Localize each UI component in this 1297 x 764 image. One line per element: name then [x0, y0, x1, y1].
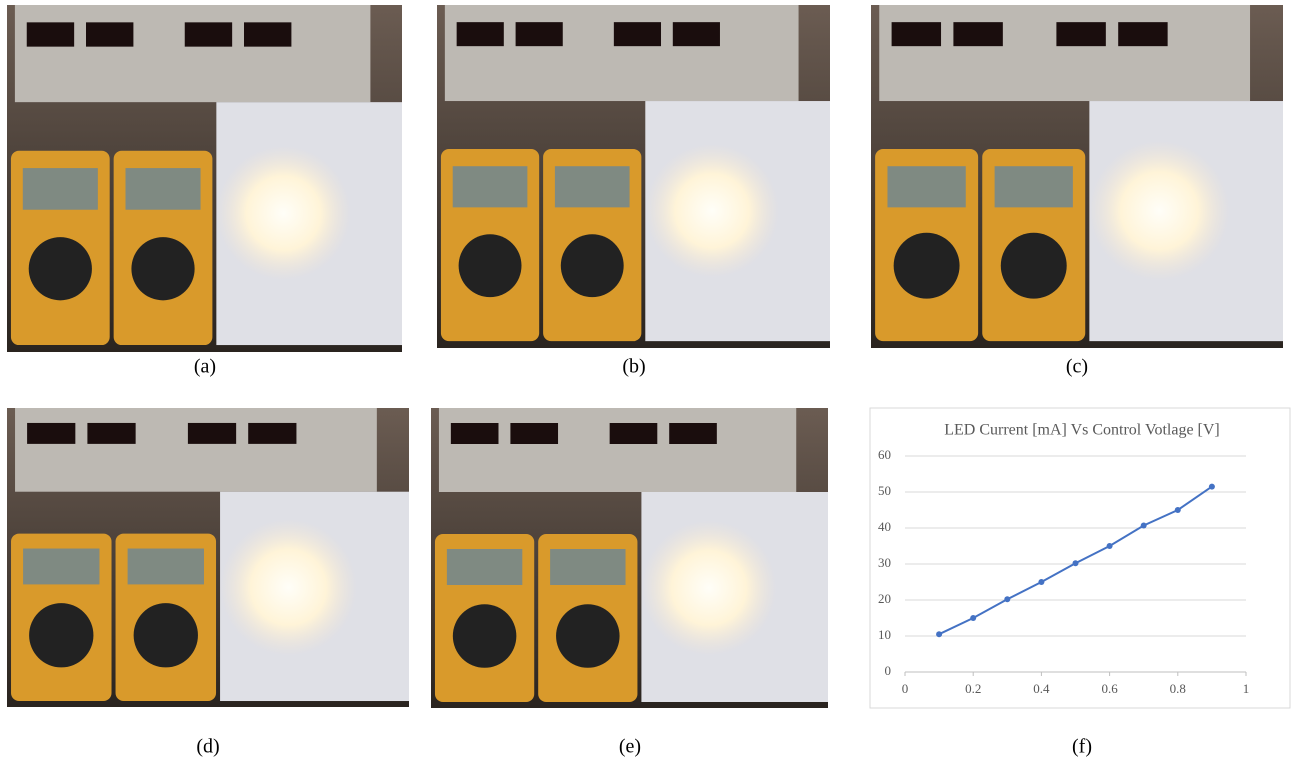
x-tick-label: 0.8 — [1170, 681, 1186, 696]
display — [610, 423, 658, 444]
power-supply — [445, 5, 799, 101]
meter-dial — [459, 234, 522, 297]
meter-screen — [447, 549, 522, 585]
display — [892, 22, 941, 46]
panel-caption: (c) — [1066, 356, 1088, 378]
x-tick-label: 0 — [902, 681, 909, 696]
meter-screen — [128, 549, 204, 585]
data-point — [1004, 596, 1010, 602]
meter-dial — [894, 233, 960, 299]
display — [516, 22, 563, 46]
led-glow — [1089, 141, 1229, 281]
x-tick-label: 0.4 — [1033, 681, 1050, 696]
display — [248, 423, 296, 444]
display — [86, 22, 133, 46]
figure-canvas: LED Current [mA] Vs Control Votlage [V] … — [0, 0, 1297, 764]
display — [510, 423, 558, 444]
display — [27, 423, 75, 444]
led-glow — [216, 146, 350, 280]
data-point — [936, 631, 942, 637]
y-tick-label: 20 — [878, 591, 891, 606]
power-supply — [15, 408, 377, 492]
power-supply — [879, 5, 1250, 101]
x-tick-label: 1 — [1243, 681, 1250, 696]
panel-caption: (b) — [622, 356, 645, 378]
y-tick-label: 0 — [885, 663, 892, 678]
meter-screen — [887, 166, 965, 207]
meter-screen — [23, 168, 98, 210]
display — [669, 423, 717, 444]
data-point — [970, 615, 976, 621]
meter-dial — [29, 603, 93, 667]
display — [457, 22, 504, 46]
display — [87, 423, 135, 444]
display — [244, 22, 291, 46]
meter-screen — [555, 166, 630, 207]
data-point — [1209, 484, 1215, 490]
power-supply — [15, 5, 371, 102]
display — [1056, 22, 1105, 46]
meter-dial — [453, 604, 517, 668]
chart-frame — [870, 408, 1290, 708]
panel-caption: (d) — [196, 736, 219, 758]
meter-dial — [561, 234, 624, 297]
meter-dial — [1001, 233, 1067, 299]
x-tick-label: 0.6 — [1101, 681, 1118, 696]
data-point — [1038, 579, 1044, 585]
panel-caption: (a) — [194, 356, 216, 378]
chart-title: LED Current [mA] Vs Control Votlage [V] — [944, 422, 1220, 439]
panel-caption: (e) — [619, 736, 641, 758]
meter-screen — [126, 168, 201, 210]
meter-dial — [29, 237, 92, 300]
meter-screen — [995, 166, 1073, 207]
figure: LED Current [mA] Vs Control Votlage [V] … — [0, 0, 1297, 764]
led-glow — [220, 519, 357, 656]
display — [27, 22, 74, 46]
display — [185, 22, 232, 46]
y-tick-label: 10 — [878, 627, 891, 642]
display — [451, 423, 499, 444]
panel-caption: (f) — [1072, 736, 1092, 758]
meter-screen — [23, 549, 99, 585]
led-glow — [645, 144, 779, 278]
meter-dial — [131, 237, 194, 300]
meter-screen — [453, 166, 528, 207]
data-point — [1107, 543, 1113, 549]
display — [614, 22, 661, 46]
meter-screen — [550, 549, 625, 585]
display — [953, 22, 1002, 46]
power-supply — [439, 408, 796, 492]
data-point — [1073, 560, 1079, 566]
display — [1118, 22, 1167, 46]
y-tick-label: 30 — [878, 555, 891, 570]
display — [188, 423, 236, 444]
data-point — [1141, 522, 1147, 528]
y-tick-label: 60 — [878, 447, 891, 462]
display — [673, 22, 720, 46]
meter-dial — [556, 604, 620, 668]
led-glow — [641, 521, 776, 656]
y-tick-label: 40 — [878, 519, 891, 534]
data-point — [1175, 507, 1181, 513]
meter-dial — [134, 603, 198, 667]
y-tick-label: 50 — [878, 483, 891, 498]
x-tick-label: 0.2 — [965, 681, 981, 696]
